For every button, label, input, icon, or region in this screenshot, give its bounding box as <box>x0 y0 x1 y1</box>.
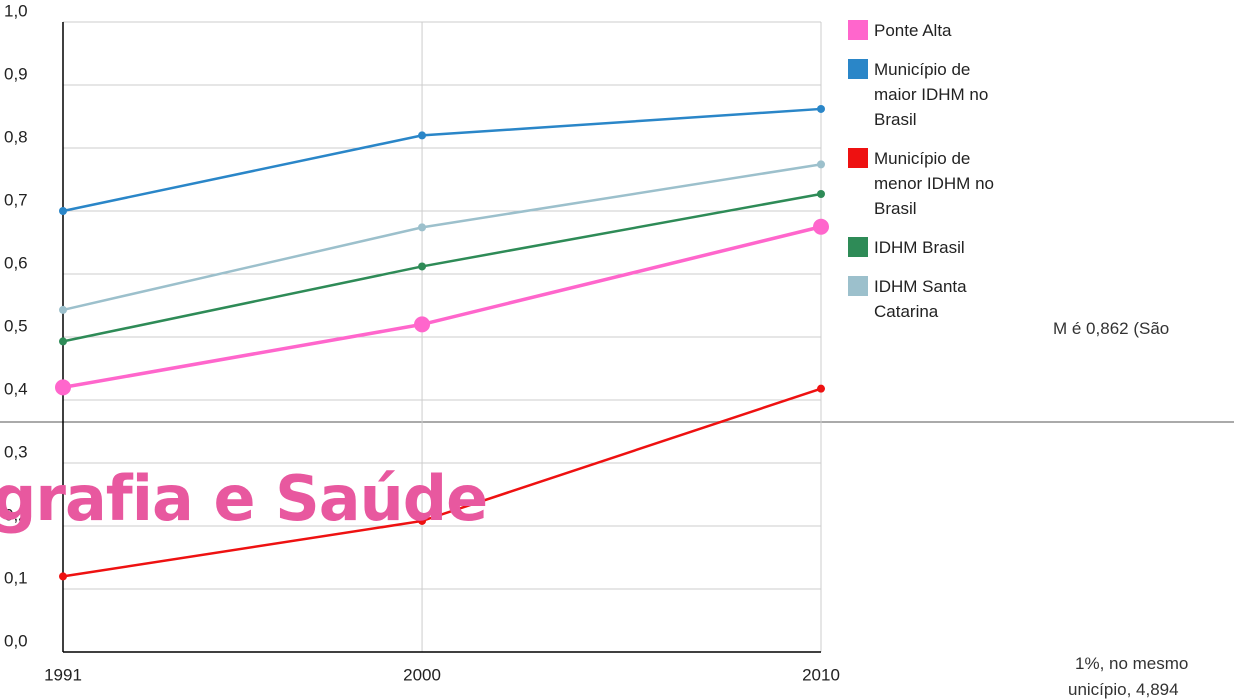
legend-item: Ponte Alta <box>848 18 998 43</box>
data-point <box>59 207 67 215</box>
y-tick-label: 0,2 <box>4 505 28 524</box>
data-point <box>414 316 431 333</box>
data-point <box>817 160 825 169</box>
legend-swatch <box>848 20 868 40</box>
data-point <box>59 305 67 314</box>
legend: Ponte Alta Município de maior IDHM no Bra… <box>848 18 998 338</box>
text-fragment: unicípio, 4,894 <box>1068 680 1179 699</box>
data-point <box>59 337 67 346</box>
y-tick-label: 0,9 <box>4 64 28 83</box>
data-point <box>817 104 825 113</box>
separator <box>0 421 1234 423</box>
y-tick-label: 0,8 <box>4 127 28 146</box>
data-point <box>55 379 71 396</box>
legend-item: Município de menor IDHM no Brasil <box>848 146 998 221</box>
x-tick-label: 1991 <box>44 665 82 684</box>
y-tick-label: 0,5 <box>4 316 28 335</box>
legend-label: Município de maior IDHM no Brasil <box>874 60 989 129</box>
data-point <box>817 189 825 198</box>
legend-label: Município de menor IDHM no Brasil <box>874 149 994 218</box>
data-point <box>418 223 427 232</box>
y-tick-label: 0,4 <box>4 379 28 398</box>
legend-item: IDHM Brasil <box>848 235 998 260</box>
legend-label: IDHM Santa Catarina <box>874 277 967 321</box>
legend-swatch <box>848 148 868 168</box>
legend-item: Município de maior IDHM no Brasil <box>848 57 998 132</box>
series-line <box>62 107 822 213</box>
series-line <box>62 225 822 390</box>
y-tick-label: 0,3 <box>4 442 28 461</box>
legend-swatch <box>848 276 868 296</box>
section-heading: grafia e Saúde <box>0 462 488 535</box>
legend-swatch <box>848 59 868 79</box>
data-point <box>418 262 427 271</box>
legend-item: IDHM Santa Catarina <box>848 274 998 324</box>
data-point <box>817 384 825 393</box>
legend-label: Ponte Alta <box>874 21 952 40</box>
text-fragment: M é 0,862 (São <box>1053 319 1170 338</box>
x-tick-label: 2010 <box>802 665 840 684</box>
legend-label: IDHM Brasil <box>874 238 965 257</box>
y-tick-label: 1,0 <box>4 1 28 20</box>
y-tick-label: 0,6 <box>4 253 28 272</box>
y-tick-label: 0,0 <box>4 631 28 650</box>
data-point <box>813 218 829 235</box>
data-point <box>418 516 427 525</box>
text-fragment: 1%, no mesmo <box>1075 654 1189 673</box>
y-tick-label: 0,7 <box>4 190 28 209</box>
x-tick-label: 2000 <box>403 665 441 684</box>
legend-swatch <box>848 237 868 257</box>
data-point <box>418 131 427 140</box>
data-point <box>59 572 67 581</box>
y-tick-label: 0,1 <box>4 568 28 587</box>
